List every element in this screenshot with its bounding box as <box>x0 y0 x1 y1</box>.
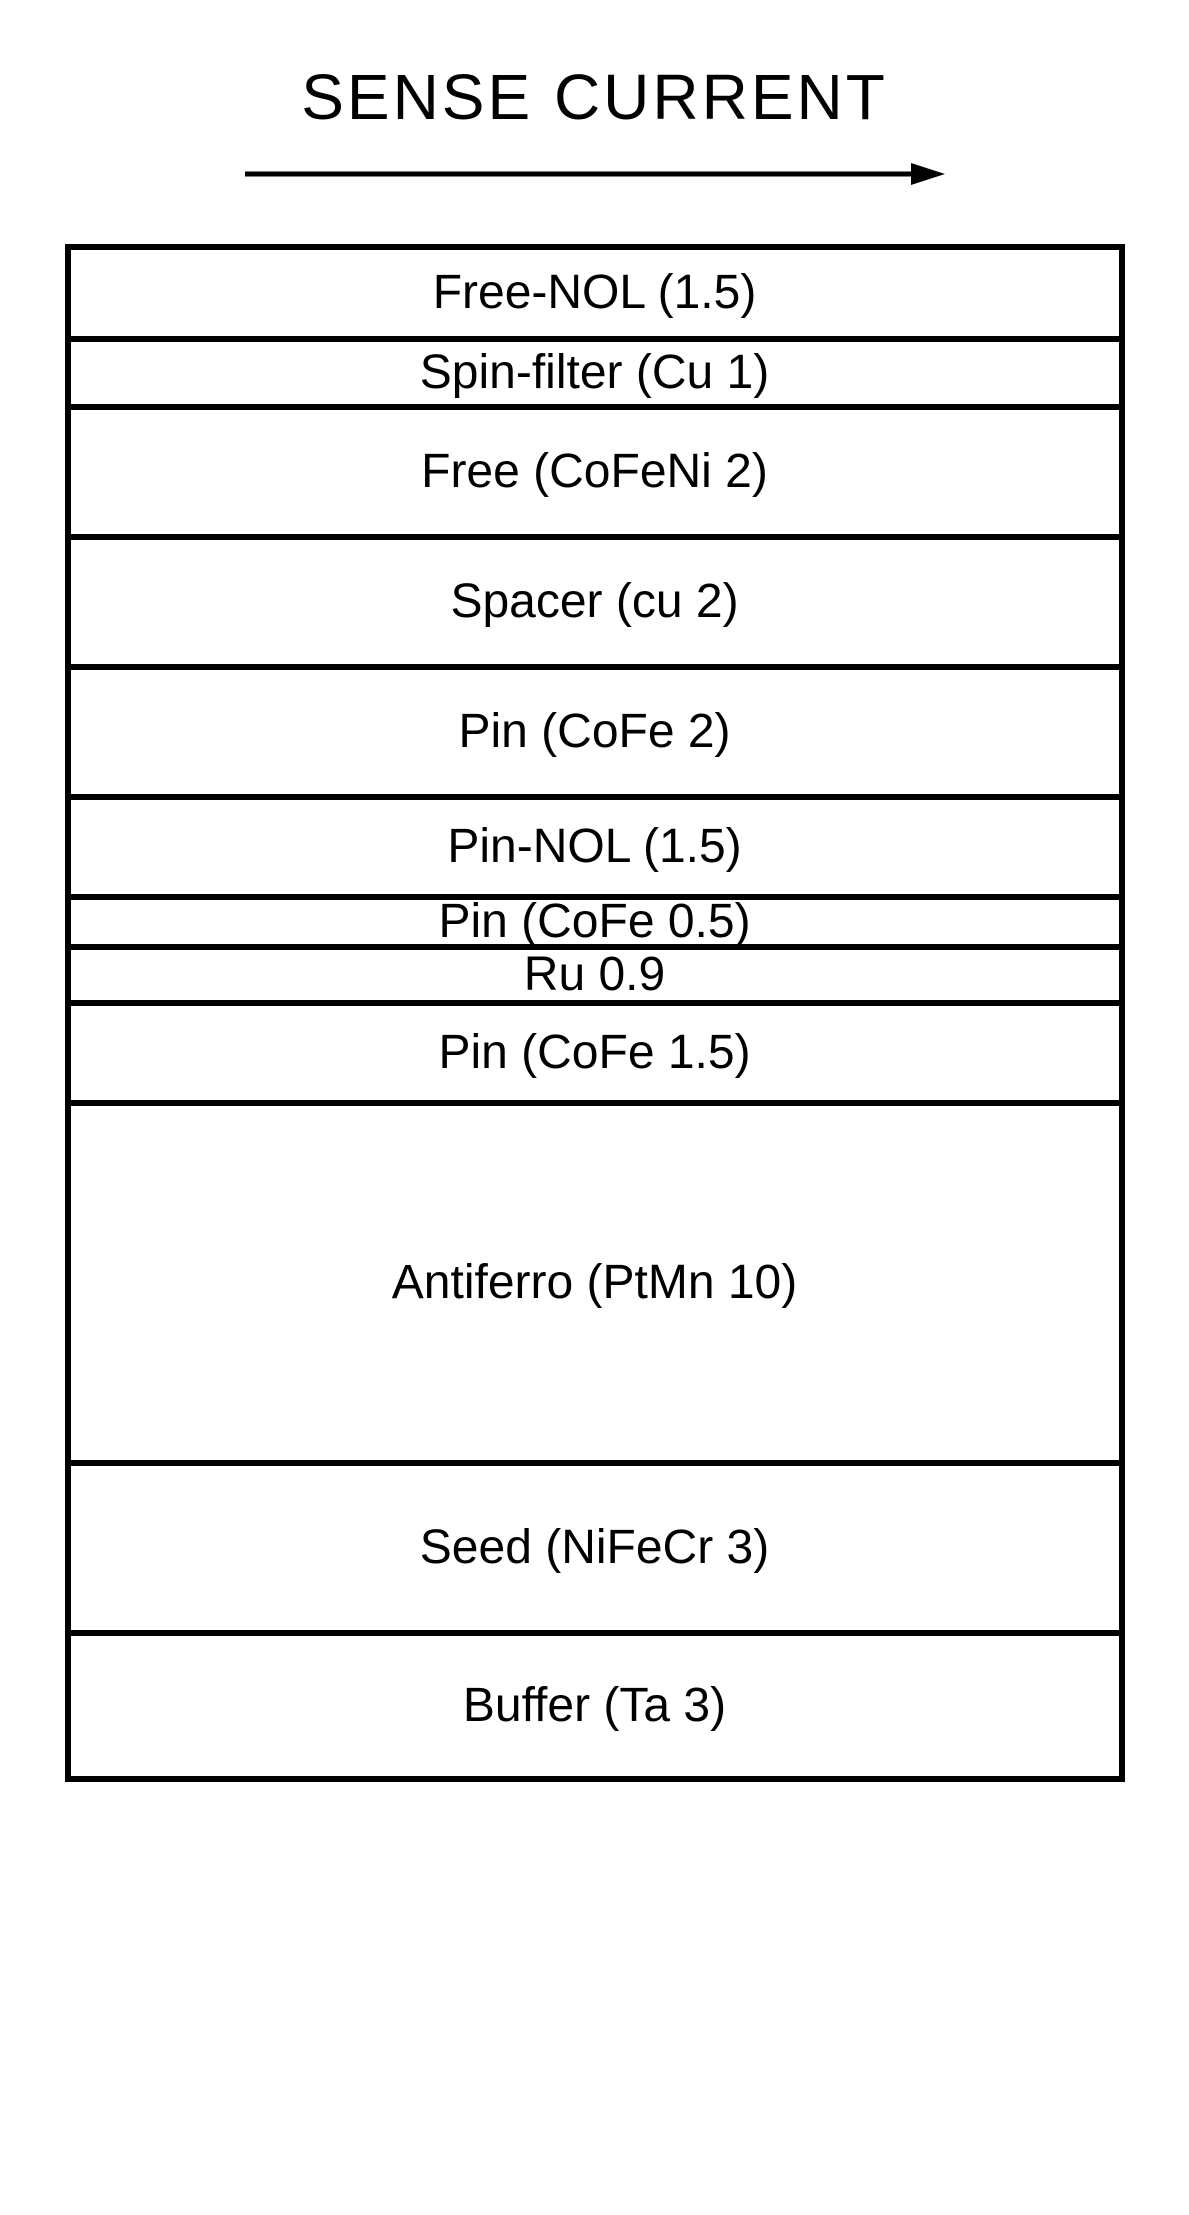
header: SENSE CURRENT <box>40 60 1149 194</box>
layer-row: Pin (CoFe 0.5) <box>71 900 1119 950</box>
layer-label: Seed (NiFeCr 3) <box>420 1522 769 1575</box>
layer-label: Free (CoFeNi 2) <box>421 446 768 499</box>
layer-row: Free-NOL (1.5) <box>71 250 1119 342</box>
layer-label: Pin (CoFe 0.5) <box>438 900 750 948</box>
layer-row: Buffer (Ta 3) <box>71 1636 1119 1776</box>
layer-row: Antiferro (PtMn 10) <box>71 1106 1119 1466</box>
layer-label: Antiferro (PtMn 10) <box>392 1257 797 1310</box>
layer-row: Pin (CoFe 2) <box>71 670 1119 800</box>
layer-label: Pin (CoFe 1.5) <box>438 1027 750 1080</box>
arrow-wrap <box>40 154 1149 194</box>
layer-row: Seed (NiFeCr 3) <box>71 1466 1119 1636</box>
page-title: SENSE CURRENT <box>40 60 1149 134</box>
layer-label: Pin (CoFe 2) <box>458 706 730 759</box>
layer-label: Spacer (cu 2) <box>450 576 738 629</box>
layer-label: Pin-NOL (1.5) <box>447 821 741 874</box>
layer-label: Spin-filter (Cu 1) <box>420 347 769 400</box>
arrow-right-icon <box>245 154 945 194</box>
layer-row: Pin (CoFe 1.5) <box>71 1006 1119 1106</box>
layer-row: Ru 0.9 <box>71 950 1119 1006</box>
layer-label: Ru 0.9 <box>524 950 665 1001</box>
layer-stack: Free-NOL (1.5) Spin-filter (Cu 1) Free (Co… <box>65 244 1125 1782</box>
layer-row: Spacer (cu 2) <box>71 540 1119 670</box>
layer-row: Free (CoFeNi 2) <box>71 410 1119 540</box>
layer-label: Buffer (Ta 3) <box>463 1680 726 1733</box>
layer-row: Spin-filter (Cu 1) <box>71 342 1119 410</box>
layer-row: Pin-NOL (1.5) <box>71 800 1119 900</box>
layer-label: Free-NOL (1.5) <box>433 267 757 320</box>
